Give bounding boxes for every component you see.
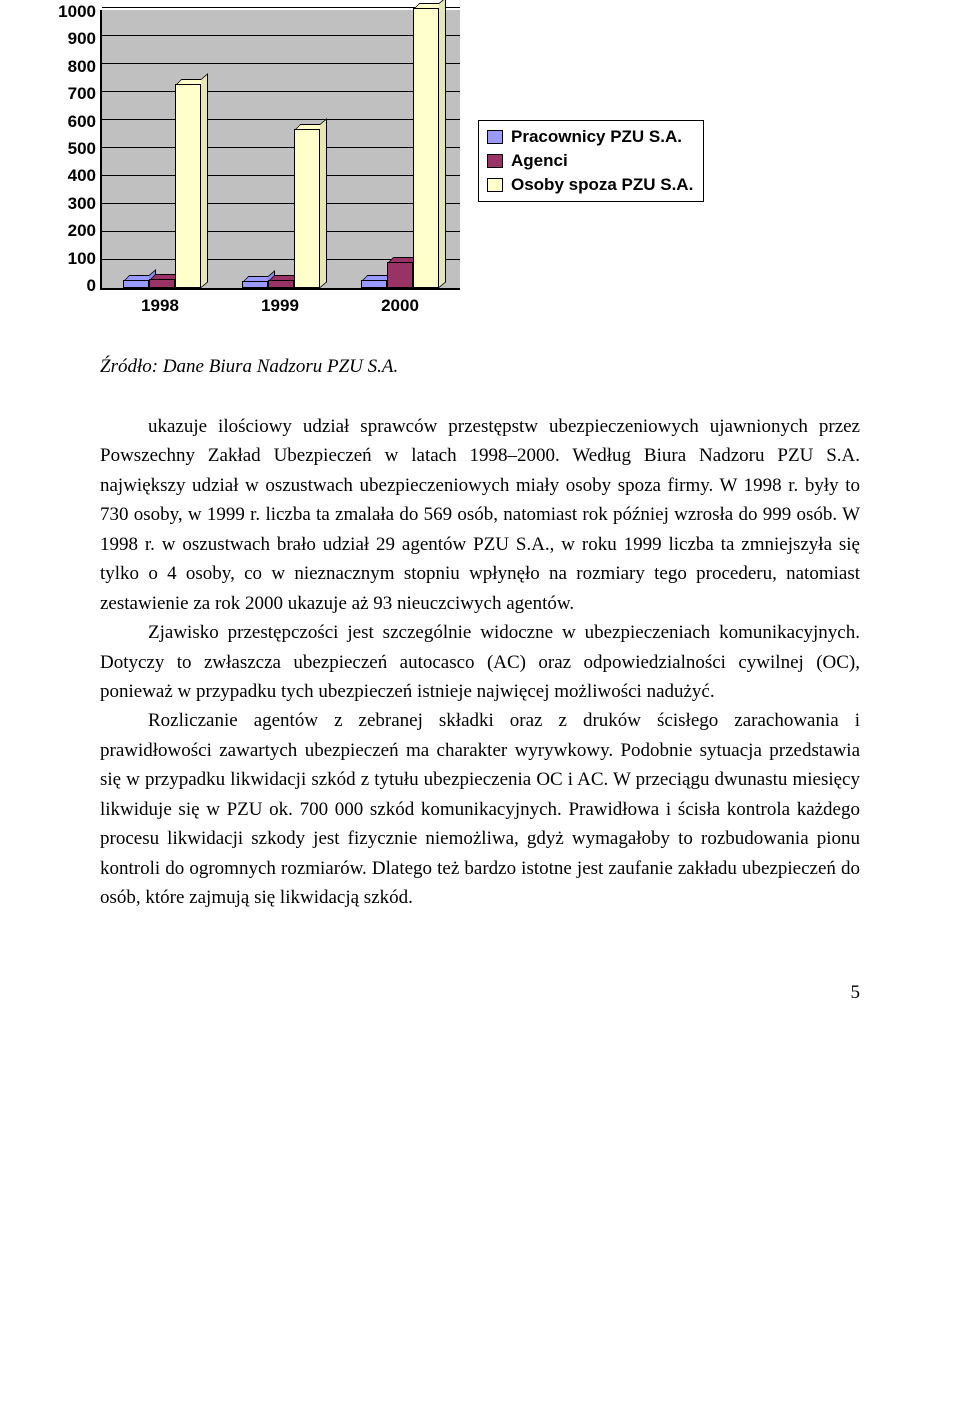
y-tick-label: 1000 <box>58 2 96 22</box>
y-tick-label: 900 <box>68 29 96 49</box>
y-tick-label: 700 <box>68 84 96 104</box>
bar-group <box>242 129 320 288</box>
bar <box>268 280 294 288</box>
bar <box>175 84 201 288</box>
page-number: 5 <box>100 982 860 1004</box>
y-tick-label: 800 <box>68 57 96 77</box>
legend-swatch <box>487 130 503 144</box>
bar <box>387 262 413 288</box>
bar <box>294 129 320 288</box>
x-tick-label: 2000 <box>381 296 419 316</box>
bar-group <box>123 84 201 288</box>
legend-item: Agenci <box>487 151 693 171</box>
y-tick-label: 600 <box>68 112 96 132</box>
y-tick-label: 200 <box>68 221 96 241</box>
y-tick-label: 300 <box>68 194 96 214</box>
bar <box>123 280 149 288</box>
legend-label: Agenci <box>511 151 568 171</box>
y-tick-label: 0 <box>87 276 96 296</box>
legend-label: Pracownicy PZU S.A. <box>511 127 682 147</box>
body-text: ukazuje ilościowy udział sprawców przest… <box>100 412 860 912</box>
chart-legend: Pracownicy PZU S.A. Agenci Osoby spoza PZU… <box>478 120 704 202</box>
body-paragraph: Zjawisko przestępczości jest szczególnie… <box>100 618 860 706</box>
bar-group <box>361 8 439 288</box>
y-axis-labels: 10009008007006005004003002001000 <box>46 2 96 296</box>
y-tick-label: 500 <box>68 139 96 159</box>
bar <box>361 280 387 288</box>
legend-label: Osoby spoza PZU S.A. <box>511 175 693 195</box>
x-tick-label: 1999 <box>261 296 299 316</box>
legend-swatch <box>487 154 503 168</box>
bar-chart: 10009008007006005004003002001000 1998199… <box>100 0 860 316</box>
y-tick-label: 400 <box>68 166 96 186</box>
body-paragraph: Rozliczanie agentów z zebranej składki o… <box>100 706 860 912</box>
x-axis-labels: 1998 1999 2000 <box>100 290 460 316</box>
plot-area: 10009008007006005004003002001000 <box>100 10 460 290</box>
bar-groups <box>102 10 460 288</box>
bar <box>413 8 439 288</box>
legend-item: Osoby spoza PZU S.A. <box>487 175 693 195</box>
bar <box>149 279 175 288</box>
source-line: Źródło: Dane Biura Nadzoru PZU S.A. <box>100 356 860 378</box>
body-paragraph: ukazuje ilościowy udział sprawców przest… <box>100 412 860 618</box>
bar <box>242 281 268 288</box>
y-tick-label: 100 <box>68 249 96 269</box>
x-tick-label: 1998 <box>141 296 179 316</box>
legend-swatch <box>487 178 503 192</box>
legend-item: Pracownicy PZU S.A. <box>487 127 693 147</box>
